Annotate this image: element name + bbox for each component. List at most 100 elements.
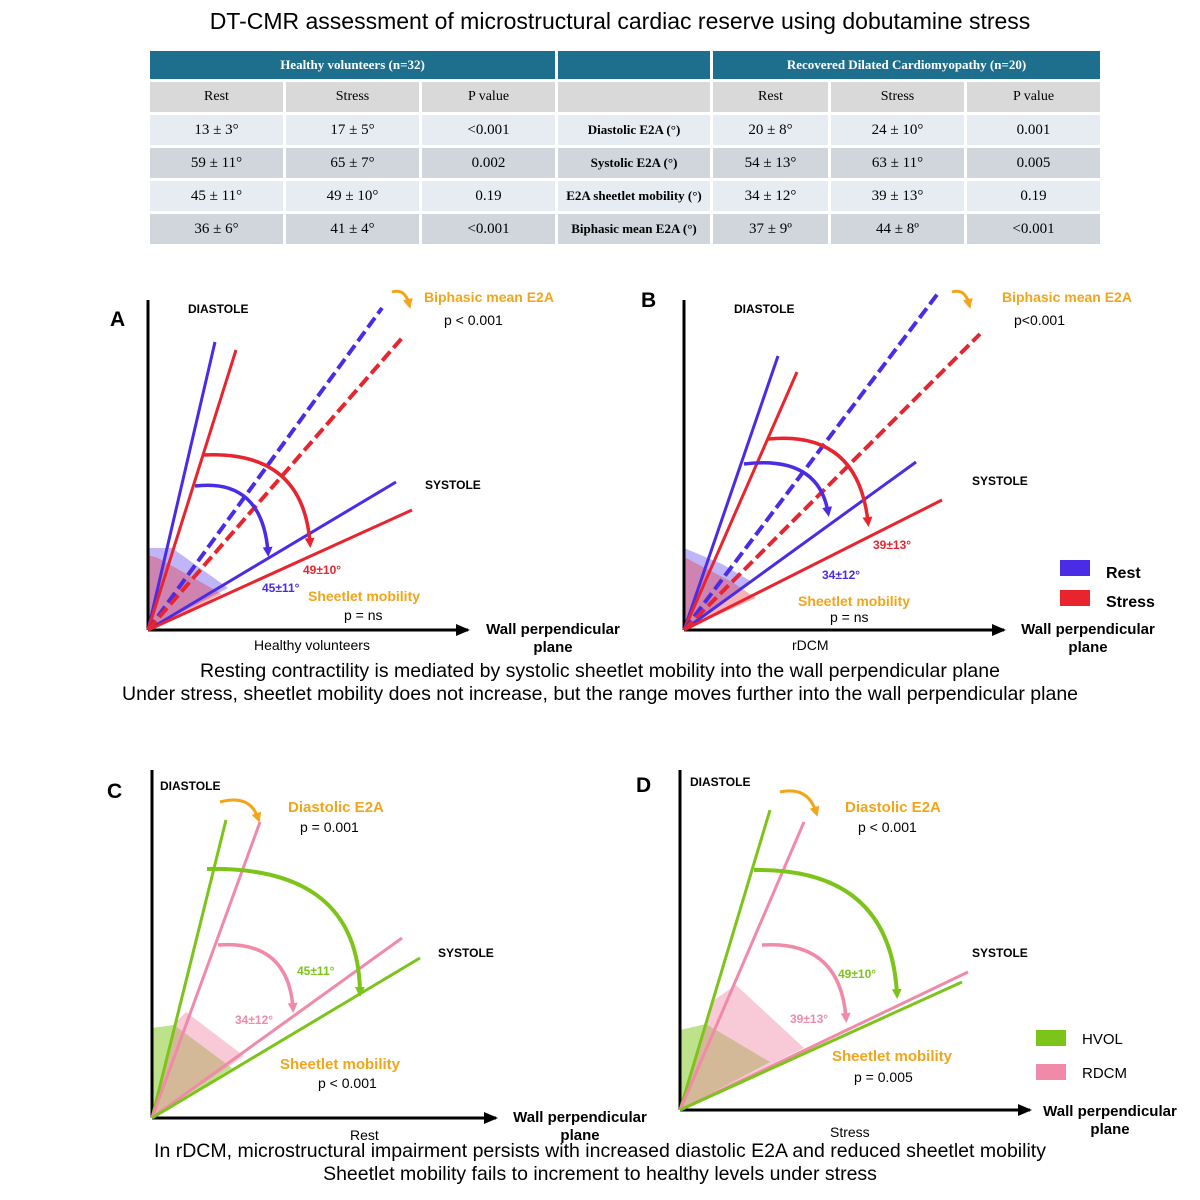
systole-label: SYSTOLE: [438, 946, 494, 960]
col-header-rdcm-rest: Rest: [713, 82, 828, 112]
bottom-caption-line1: In rDCM, microstructural impairment pers…: [154, 1140, 1046, 1162]
table-row: 45 ± 11° 49 ± 10° 0.19 E2A sheetlet mobi…: [150, 181, 1100, 211]
cell-healthy-stress: 65 ± 7°: [286, 148, 419, 178]
cell-parameter: Biphasic mean E2A (°): [558, 214, 710, 244]
rest-systole-line: [683, 460, 917, 632]
rdcm-group-header: Recovered Dilated Cardiomyopathy (n=20): [713, 51, 1100, 79]
diastole-label: DIASTOLE: [160, 779, 220, 793]
legend-rest-label: Rest: [1106, 565, 1141, 582]
col-header-parameter: [558, 82, 710, 112]
table-group-header-row: Healthy volunteers (n=32) Recovered Dila…: [150, 51, 1100, 79]
page-title: DT-CMR assessment of microstructural car…: [209, 8, 1031, 34]
table-row: 59 ± 11° 65 ± 7° 0.002 Systolic E2A (°) …: [150, 148, 1100, 178]
results-table: Healthy volunteers (n=32) Recovered Dila…: [147, 48, 1103, 247]
panel-letter: A: [110, 308, 125, 331]
panel-condition-label: Stress: [830, 1124, 870, 1140]
rest-mean-dashed-line: [682, 290, 941, 632]
middle-caption-line2: Under stress, sheetlet mobility does not…: [121, 683, 1079, 705]
sheetlet-mobility-p-value: p = ns: [344, 607, 383, 623]
middle-group-header: [558, 51, 710, 79]
cell-rdcm-p: 0.001: [967, 115, 1100, 145]
rdcm-mobility-wedge: [680, 985, 804, 1110]
stress-mean-dashed-line: [146, 336, 404, 632]
hvol-systole-line: [679, 980, 963, 1112]
bottom-caption: In rDCM, microstructural impairment pers…: [0, 1140, 1200, 1186]
hvol-mobility-value: 45±11°: [297, 964, 335, 978]
shift-arrow: [779, 789, 820, 817]
legend-rdcm-swatch: [1036, 1064, 1066, 1080]
stress-diastole-line: [146, 349, 238, 631]
stress-mean-dashed-line: [682, 332, 982, 632]
table-row: 36 ± 6° 41 ± 4° <0.001 Biphasic mean E2A…: [150, 214, 1100, 244]
stress-diastole-line: [682, 371, 799, 631]
stress-mobility-value: 39±13°: [873, 538, 911, 552]
legend-rest-stress: Rest Stress: [1060, 560, 1155, 611]
panel-letter: C: [107, 780, 122, 803]
rest-mean-dashed-line: [146, 306, 384, 632]
biphasic-p-value: p<0.001: [1014, 312, 1065, 328]
cell-rdcm-rest: 34 ± 12°: [713, 181, 828, 211]
systole-label: SYSTOLE: [972, 946, 1028, 960]
shift-arrow: [219, 798, 262, 823]
diastole-label: DIASTOLE: [690, 775, 750, 789]
x-axis-label-line1: Wall perpendicular: [1043, 1103, 1177, 1120]
panel-letter: B: [641, 289, 656, 312]
sheetlet-mobility-p-value: p = ns: [830, 609, 869, 625]
cell-parameter: E2A sheetlet mobility (°): [558, 181, 710, 211]
hvol-mobility-arrow: [206, 866, 365, 997]
legend-hvol-rdcm: HVOL RDCM: [1036, 1030, 1127, 1082]
panel-subject-label: Healthy volunteers: [254, 637, 370, 653]
systole-label: SYSTOLE: [425, 478, 481, 492]
x-axis-label-line1: Wall perpendicular: [486, 621, 620, 638]
x-axis-label-line1: Wall perpendicular: [1021, 621, 1155, 638]
hvol-systole-line: [151, 956, 421, 1120]
sheetlet-mobility-label: Sheetlet mobility: [798, 593, 910, 609]
cell-rdcm-p: 0.19: [967, 181, 1100, 211]
x-axis-label-line2: plane: [533, 639, 572, 656]
legend-stress-label: Stress: [1106, 594, 1155, 611]
hvol-mobility-wedge: [680, 1024, 770, 1110]
legend-rdcm-label: RDCM: [1082, 1065, 1127, 1082]
rdcm-mobility-arrow: [217, 942, 298, 1013]
panel-c: C DIASTOLE SYSTOLE Diastolic E2A p = 0.0…: [107, 770, 647, 1144]
rest-mobility-value: 34±12°: [822, 568, 860, 582]
sheetlet-mobility-p-value: p = 0.005: [854, 1069, 913, 1085]
cell-healthy-p: 0.19: [422, 181, 555, 211]
cell-healthy-stress: 17 ± 5°: [286, 115, 419, 145]
sheetlet-mobility-label: Sheetlet mobility: [308, 588, 420, 604]
x-axis-label-line2: plane: [560, 1127, 599, 1144]
hvol-mobility-wedge: [152, 1025, 232, 1118]
diastole-label: DIASTOLE: [188, 302, 248, 316]
shift-arrow: [951, 289, 973, 309]
biphasic-p-value: p < 0.001: [444, 312, 503, 328]
legend-hvol-label: HVOL: [1082, 1031, 1123, 1048]
sheetlet-mobility-p-value: p < 0.001: [318, 1075, 377, 1091]
col-header-healthy-p: P value: [422, 82, 555, 112]
shift-arrow: [391, 289, 413, 309]
cell-healthy-rest: 45 ± 11°: [150, 181, 283, 211]
stress-mobility-arrow: [202, 453, 315, 548]
legend-rest-swatch: [1060, 560, 1090, 576]
cell-healthy-p: <0.001: [422, 214, 555, 244]
sheetlet-mobility-label: Sheetlet mobility: [280, 1056, 401, 1073]
cell-rdcm-stress: 63 ± 11°: [831, 148, 964, 178]
table-row: 13 ± 3° 17 ± 5° <0.001 Diastolic E2A (°)…: [150, 115, 1100, 145]
col-header-healthy-stress: Stress: [286, 82, 419, 112]
x-axis-label-line1: Wall perpendicular: [513, 1109, 647, 1126]
rdcm-mobility-value: 34±12°: [235, 1013, 273, 1027]
col-header-rdcm-stress: Stress: [831, 82, 964, 112]
rdcm-mobility-arrow: [761, 942, 851, 1023]
cell-healthy-stress: 41 ± 4°: [286, 214, 419, 244]
diastolic-e2a-label: Diastolic E2A: [845, 799, 941, 816]
cell-rdcm-p: <0.001: [967, 214, 1100, 244]
panel-b: B DIASTOLE SYSTOLE Biphasic mean E2A p<0…: [641, 289, 1155, 656]
panel-condition-label: Rest: [350, 1127, 379, 1143]
cell-healthy-rest: 13 ± 3°: [150, 115, 283, 145]
middle-caption-line1: Resting contractility is mediated by sys…: [200, 660, 1000, 682]
hvol-diastole-line: [678, 809, 772, 1111]
table-column-header-row: Rest Stress P value Rest Stress P value: [150, 82, 1100, 112]
x-axis-label-line2: plane: [1090, 1121, 1129, 1138]
rest-mobility-arrow: [194, 483, 273, 557]
cell-healthy-p: 0.002: [422, 148, 555, 178]
col-header-healthy-rest: Rest: [150, 82, 283, 112]
